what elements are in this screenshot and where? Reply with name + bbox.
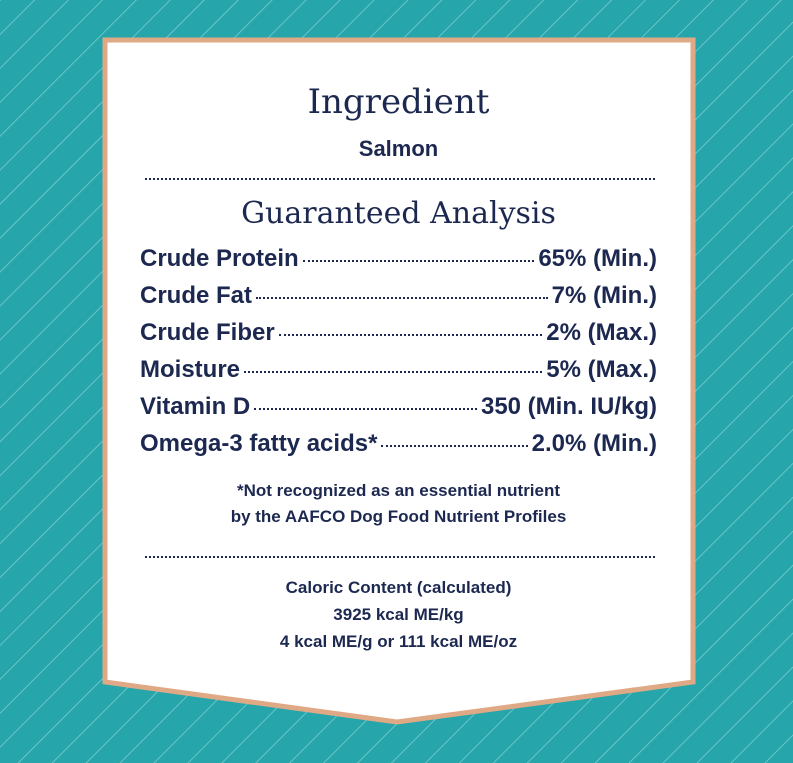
caloric-line: 3925 kcal ME/kg [333, 605, 464, 624]
caloric-line: Caloric Content (calculated) [285, 578, 512, 597]
leader-dots [381, 445, 528, 447]
ingredient-name: Salmon [358, 136, 439, 161]
leader-dots [256, 297, 548, 299]
nutrient-value: 5% (Max.) [546, 356, 657, 383]
ingredient-title: Ingredient [307, 82, 490, 122]
divider [145, 178, 655, 180]
divider [145, 556, 655, 558]
footnote-line: by the AAFCO Dog Food Nutrient Profiles [230, 507, 567, 526]
analysis-row: Crude Fat 7% (Min.) [140, 282, 657, 310]
caloric-content: Caloric Content (calculated) 3925 kcal M… [140, 574, 657, 655]
nutrient-name: Crude Fat [140, 282, 253, 309]
nutrient-value: 65% (Min.) [538, 245, 657, 272]
leader-dots [302, 260, 535, 262]
nutrient-value: 2% (Max.) [546, 319, 657, 346]
nutrient-name: Moisture [140, 356, 241, 383]
analysis-row: Moisture 5% (Max.) [140, 356, 657, 384]
leader-dots [244, 371, 543, 373]
nutrient-name: Crude Protein [140, 245, 299, 272]
nutrient-value: 7% (Min.) [551, 282, 657, 309]
analysis-title: Guaranteed Analysis [241, 196, 556, 231]
analysis-row: Crude Protein 65% (Min.) [140, 245, 657, 273]
nutrient-name: Vitamin D [140, 393, 251, 420]
nutrient-value: 350 (Min. IU/kg) [480, 393, 657, 420]
caloric-line: 4 kcal ME/g or 111 kcal ME/oz [279, 632, 518, 651]
footnote-line: *Not recognized as an essential nutrient [236, 481, 561, 500]
nutrient-name: Omega-3 fatty acids* [140, 430, 378, 457]
footnote: *Not recognized as an essential nutrient… [140, 478, 657, 530]
leader-dots [254, 408, 477, 410]
nutrient-value: 2.0% (Min.) [531, 430, 657, 457]
analysis-row: Crude Fiber 2% (Max.) [140, 319, 657, 347]
analysis-row: Vitamin D 350 (Min. IU/kg) [140, 393, 657, 421]
leader-dots [278, 334, 543, 336]
analysis-row: Omega-3 fatty acids* 2.0% (Min.) [140, 430, 657, 458]
nutrient-name: Crude Fiber [140, 319, 275, 346]
